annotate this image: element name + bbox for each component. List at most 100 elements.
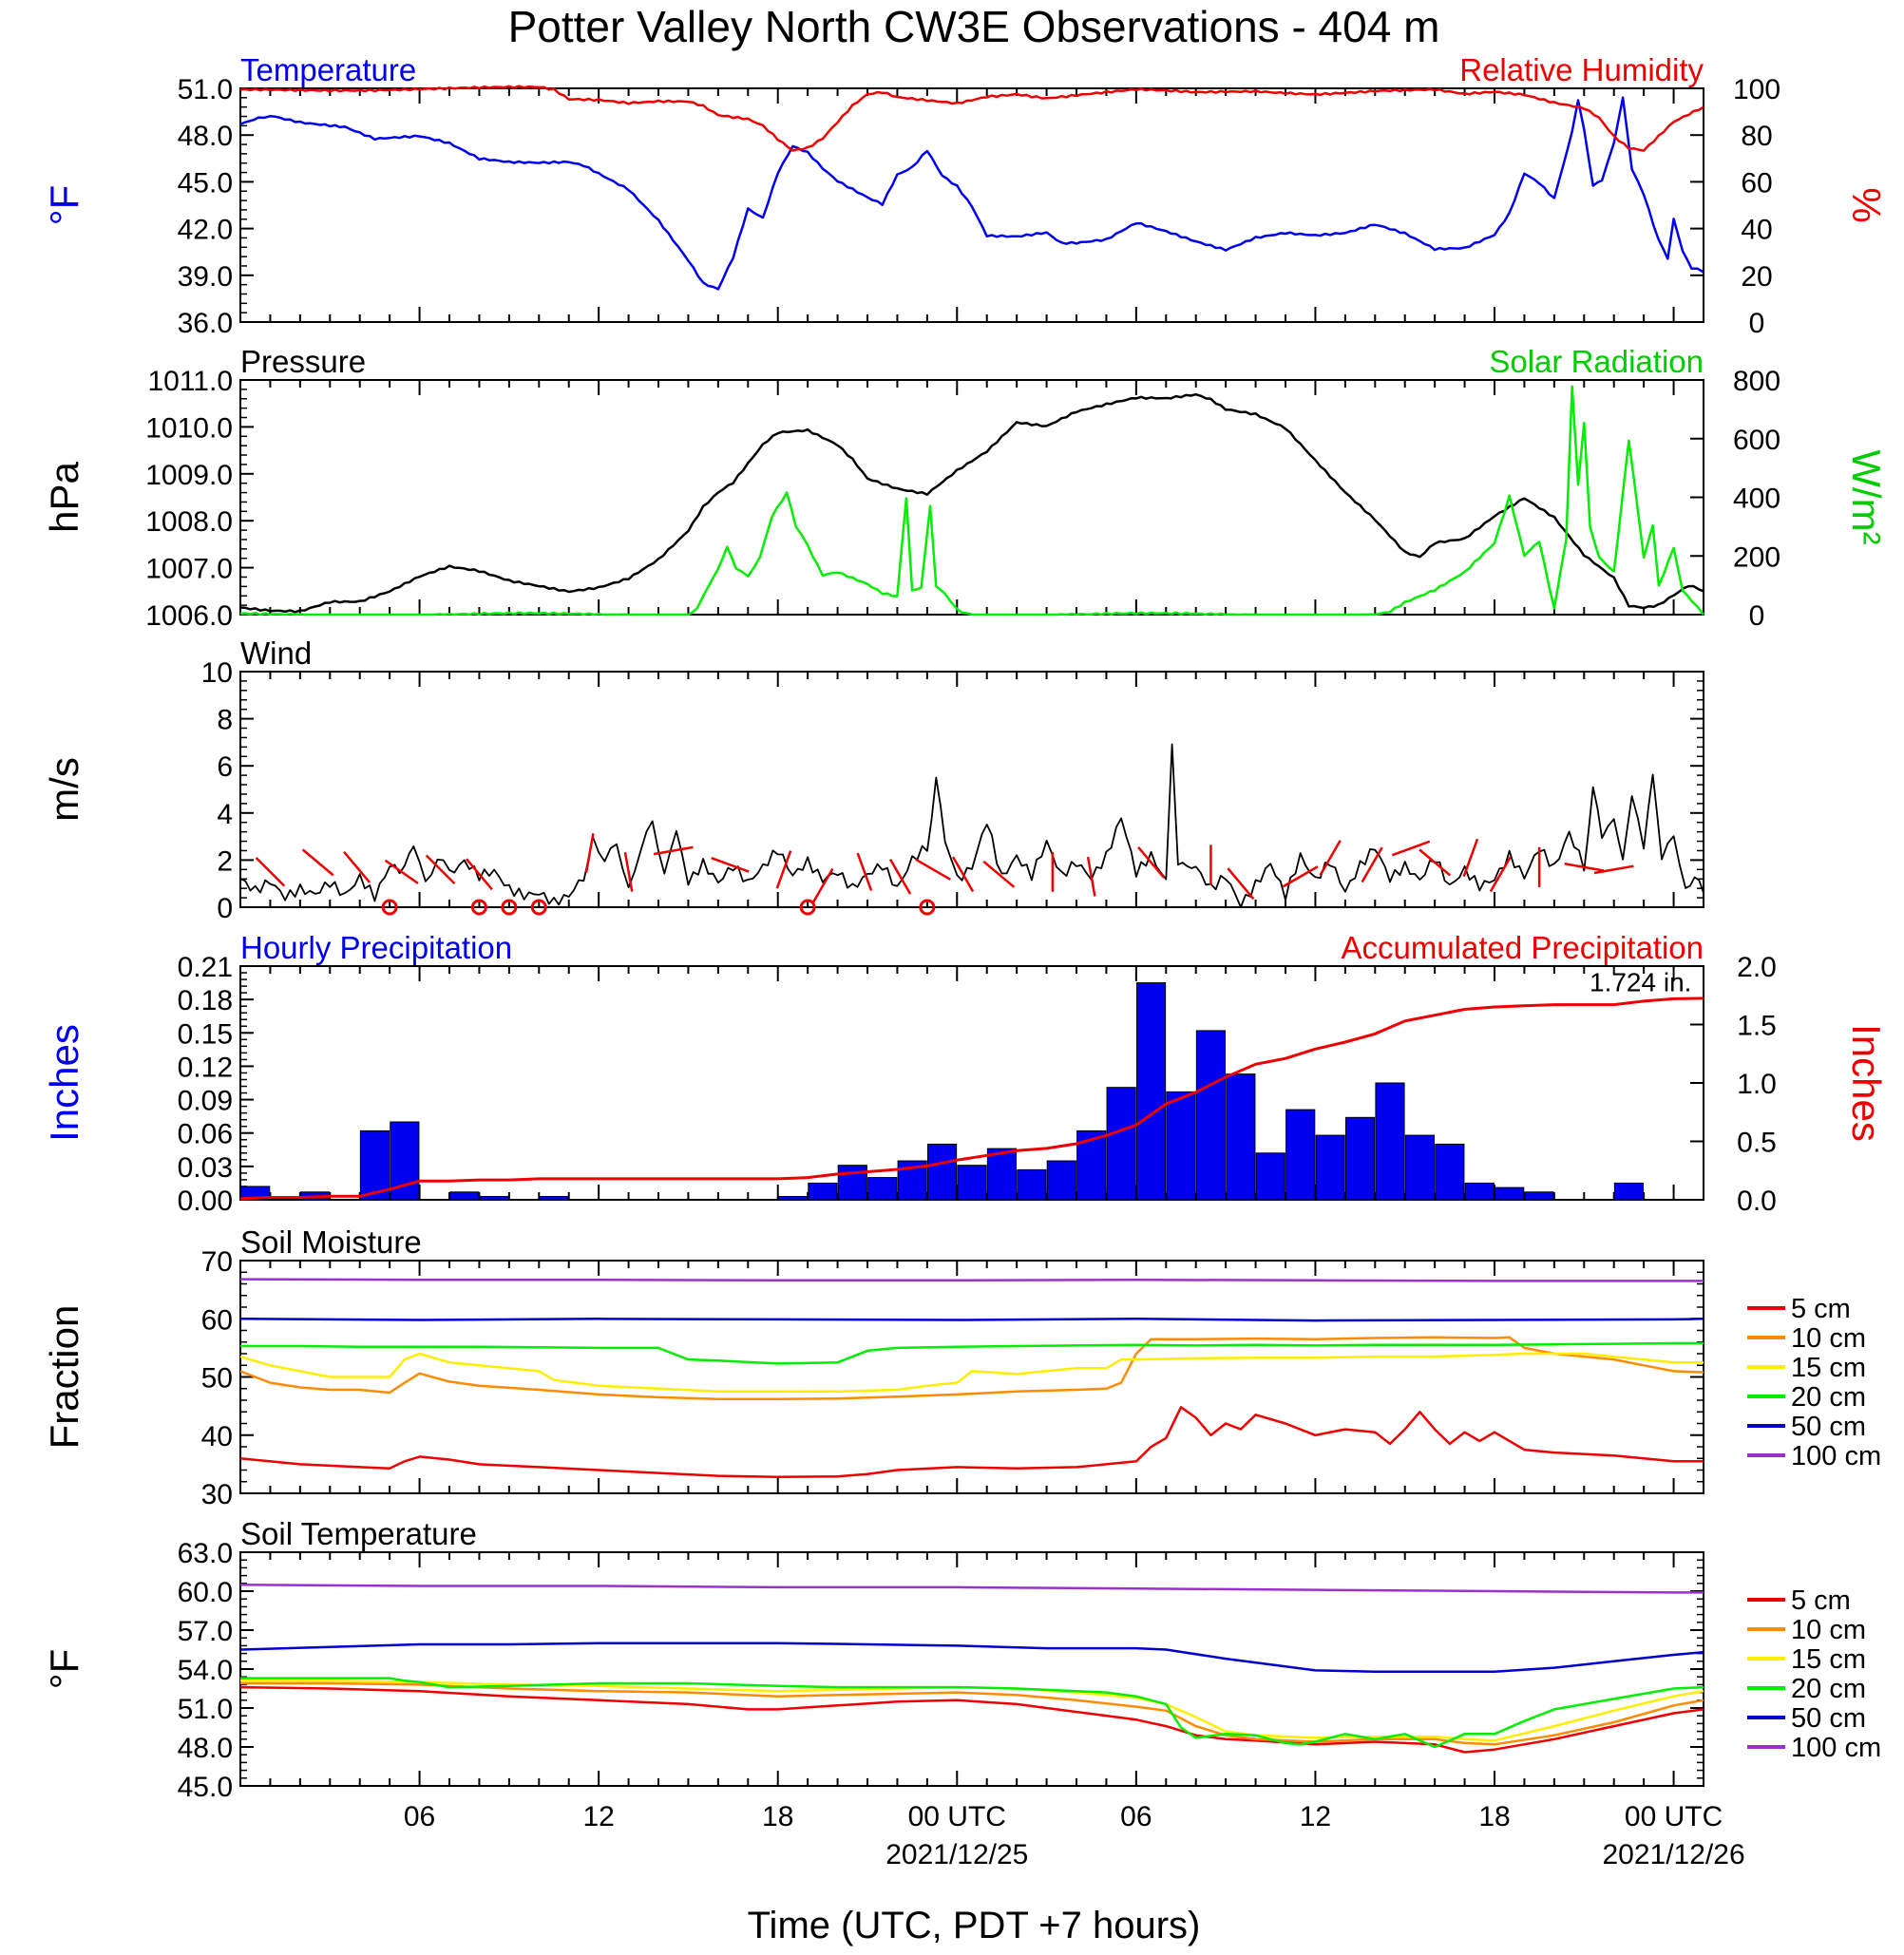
chart-title: Potter Valley North CW3E Observations - … [508,2,1440,51]
wind-barb [856,852,873,891]
y-tick-label-left: 0.15 [178,1018,233,1050]
precip-bar [957,1165,987,1201]
y-tick-label-right: 0 [1749,600,1765,632]
y-tick-label-left: 36.0 [178,308,233,339]
x-axis-label: Time (UTC, PDT +7 hours) [748,1905,1201,1946]
accumulated-total-label: 1.724 in. [1590,967,1691,996]
legend-entry: 15 cm [1791,1644,1866,1675]
panel-title-left: Wind [240,636,312,671]
wind-barb [384,859,419,884]
precip-bar [777,1195,809,1201]
calm-wind-marker [919,899,936,916]
wind-barb [343,850,371,883]
series-line [240,1681,1704,1746]
calm-wind-marker [799,899,816,916]
panel-precip: 0.000.030.060.090.120.150.180.21 0.0 0.5 1.… [42,930,1889,1217]
y-tick-label-left: 51.0 [178,74,233,105]
wind-barb [584,833,595,873]
wind-barb [1564,862,1605,872]
y-tick-label-right: 1.5 [1737,1011,1777,1042]
y-tick-label-right: 800 [1733,366,1780,397]
legend-entry: 100 cm [1791,1441,1881,1471]
y-tick-label-left: 8 [217,705,233,736]
series-line [239,1583,1704,1594]
precip-bar [1106,1087,1136,1201]
y-tick-label-left: 1010.0 [145,412,233,444]
y-tick-label-left: 51.0 [178,1694,233,1725]
wind-barb [1086,856,1096,897]
y-axis-label-left: °F [42,185,86,225]
series-line [239,1406,1704,1479]
precip-bar [1435,1143,1465,1201]
panel-temp-rh: 36.0 39.0 42.0 45.0 48.0 51.0 0 20 40 60 80 100 Temp… [42,52,1889,339]
plot-frame [239,87,1704,323]
series-line [239,1318,1704,1322]
precip-bar [1344,1116,1376,1201]
wind-barb [915,858,951,881]
wind-barb [1462,838,1479,878]
wind-barb [255,857,286,887]
y-tick-label-right: 100 [1733,74,1780,105]
y-axis-label-left: Inches [42,1024,86,1142]
precip-bar [1195,1030,1227,1201]
y-tick-label-left: 0.21 [178,952,233,983]
y-axis-label-right: Inches [1844,1024,1889,1142]
y-axis-label-right: % [1844,187,1889,222]
wind-barb [982,860,1016,888]
precip-bar [1495,1186,1525,1201]
plot-frame [239,965,1704,1201]
precip-bar [1046,1160,1076,1201]
y-tick-label-right: 80 [1741,121,1772,152]
series-line [240,1680,1704,1742]
wind-barb [301,848,334,877]
panel-title-right: Relative Humidity [1459,52,1704,87]
wind-barb [1282,865,1319,888]
y-tick-label-right: 200 [1733,541,1780,573]
wind-barb [425,854,456,885]
panel-title-left: Hourly Precipitation [240,930,512,965]
y-axis-label-left: °F [42,1649,86,1689]
y-tick-label-left: 0.06 [178,1119,233,1150]
precip-bar [539,1195,569,1201]
panel-title-left: Soil Moisture [240,1224,422,1260]
wind-barb [711,857,750,873]
x-tick-date-label: 2021/12/26 [1602,1839,1744,1870]
calm-wind-marker [530,899,547,916]
y-tick-label-left: 10 [201,657,233,689]
y-axis-label-left: hPa [42,461,86,532]
series-line [239,96,1704,291]
y-tick-label-left: 0.12 [178,1052,233,1083]
calm-wind-marker [381,899,398,916]
precip-bar [1135,982,1167,1201]
wind-barb [1137,845,1166,879]
y-axis-label-left: m/s [42,757,86,822]
wind-barb [775,850,792,889]
legend-entry: 20 cm [1791,1382,1866,1413]
y-tick-label-left: 1006.0 [145,600,233,632]
legend-entry: 50 cm [1791,1412,1866,1442]
panel-title-right: Accumulated Precipitation [1341,930,1704,965]
legend-entry: 15 cm [1791,1353,1866,1383]
y-tick-label-right: 20 [1741,261,1772,293]
y-tick-label-right: 40 [1741,215,1772,246]
y-tick-label-right: 600 [1733,425,1780,456]
series-line [239,1278,1704,1282]
wind-barb [653,845,694,856]
series-line [239,743,1704,908]
wind-barb [1227,867,1255,901]
precip-bar [926,1143,958,1201]
y-tick-label-left: 70 [201,1246,233,1278]
plot-frame [239,1260,1704,1494]
legend-entry: 50 cm [1791,1703,1866,1734]
x-tick-label: 00 UTC [908,1801,1006,1832]
y-tick-label-left: 0 [217,893,233,924]
y-tick-label-left: 1009.0 [145,460,233,491]
y-tick-label-left: 0.18 [178,985,233,1016]
legend-entry: 5 cm [1791,1585,1851,1616]
precip-bar [1285,1109,1316,1201]
precip-bar [359,1129,390,1201]
y-tick-label-left: 45.0 [178,167,233,199]
y-axis-label-left: Fraction [42,1305,86,1450]
x-tick-label: 06 [1120,1801,1152,1832]
